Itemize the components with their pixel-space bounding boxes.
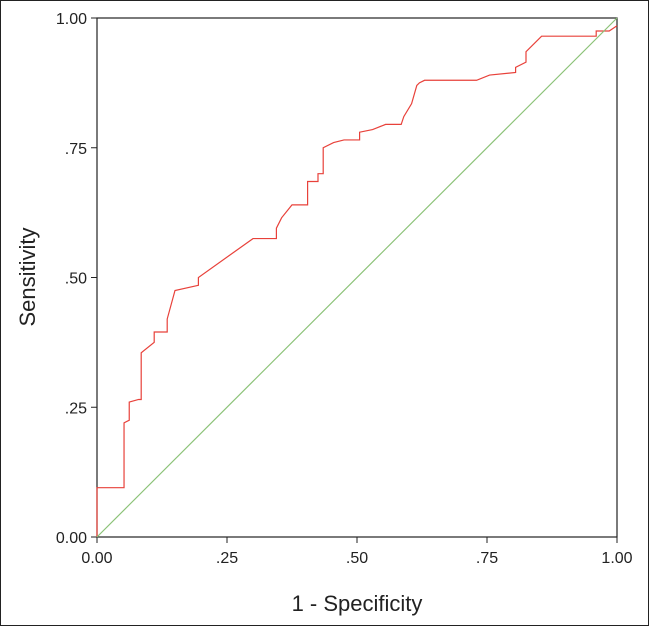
- x-tick-label: .50: [346, 550, 368, 567]
- reference-diagonal-line: [96, 17, 618, 538]
- roc-curve-line: [96, 25, 618, 537]
- y-tick-label: 1.00: [56, 11, 87, 28]
- y-axis-title: Sensitivity: [15, 227, 40, 326]
- x-axis-ticks: 0.00 .25 .50 .75 1.00: [81, 537, 633, 567]
- x-tick-label: 0.00: [81, 550, 112, 567]
- x-tick-label: .75: [476, 550, 498, 567]
- series-layer: [96, 17, 618, 538]
- y-tick-label: 0.00: [56, 530, 87, 547]
- y-tick-label: .25: [65, 400, 87, 417]
- plot-area: 0.00 .25 .50 .75 1.00 0.00 .25 .50 .75 1.00: [56, 11, 633, 567]
- y-tick-label: .50: [65, 271, 87, 288]
- y-axis-ticks: 0.00 .25 .50 .75 1.00: [56, 11, 97, 547]
- x-axis-title: 1 - Specificity: [292, 591, 423, 616]
- x-tick-label: .25: [216, 550, 238, 567]
- x-tick-label: 1.00: [601, 550, 632, 567]
- y-tick-label: .75: [65, 141, 87, 158]
